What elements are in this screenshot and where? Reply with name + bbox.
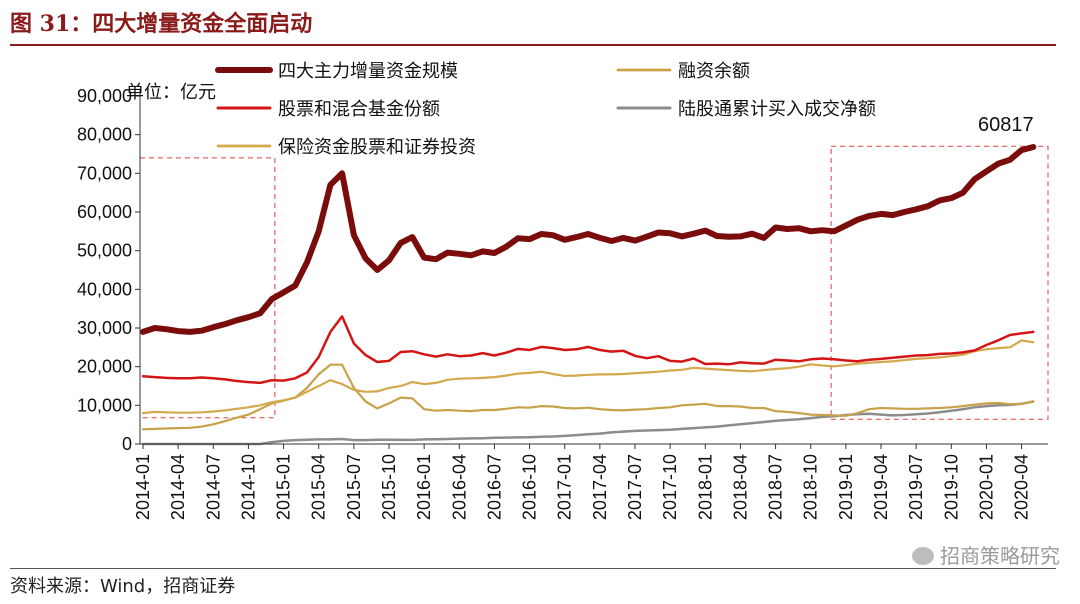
x-tick-label: 2020-04 [1012,454,1032,520]
series-line-northbound [141,400,1035,446]
legend-label-insurance: 保险资金股票和证券投资 [278,137,476,158]
x-tick-label: 2015-04 [309,454,329,520]
y-tick-label: 10,000 [77,395,132,415]
series-lines [140,144,1037,446]
x-tick-label: 2018-07 [766,454,786,520]
series-line-fund [141,315,1035,385]
legend-label-total: 四大主力增量资金规模 [278,61,458,82]
x-tick-label: 2016-10 [520,454,540,520]
y-tick-label: 80,000 [77,125,132,145]
x-tick-label: 2014-04 [168,454,188,520]
x-tick-label: 2014-10 [238,454,258,520]
unit-label: 单位：亿元 [126,82,216,103]
series-line-insurance [141,339,1035,415]
x-tick-label: 2014-01 [133,454,153,520]
x-tick-label: 2018-01 [695,454,715,520]
figure-title: 图 31：四大增量资金全面启动 [10,11,313,37]
x-tick-label: 2017-01 [555,454,575,520]
x-tick-label: 2019-04 [871,454,891,520]
wechat-icon [912,547,934,565]
x-tick-label: 2019-10 [941,454,961,520]
x-tick-label: 2018-10 [801,454,821,520]
x-tick-label: 2019-01 [836,454,856,520]
footer-rule [10,568,1056,569]
x-tick-label: 2017-10 [660,454,680,520]
y-tick-label: 50,000 [77,241,132,261]
x-tick-label: 2014-07 [203,454,223,520]
x-tick-label: 2016-07 [484,454,504,520]
watermark: 招商策略研究 [912,540,1060,569]
x-tick-label: 2016-01 [414,454,434,520]
x-tick-label: 2015-07 [344,454,364,520]
legend-label-fund: 股票和混合基金份额 [278,99,440,120]
title-underline [10,44,1056,46]
y-tick-label: 30,000 [77,318,132,338]
source-note: 资料来源：Wind，招商证券 [10,576,236,597]
highlight-boxes [139,145,1049,420]
y-axis: 0 10,000 20,000 30,000 40,000 50,000 60,000 70,… [77,86,141,454]
end-value-annotation: 60817 [978,114,1034,136]
y-tick-label: 40,000 [77,279,132,299]
y-tick-label: 70,000 [77,163,132,183]
x-tick-label: 2020-01 [976,454,996,520]
y-tick-label: 60,000 [77,202,132,222]
x-tick-label: 2017-07 [625,454,645,520]
highlight-box [830,145,1049,420]
x-tick-label: 2017-04 [590,454,610,520]
legend-label-margin: 融资余额 [678,61,750,82]
y-tick-label: 0 [122,434,132,454]
x-axis: 2014-01 2014-04 2014-07 2014-10 2015-01 2015-… [133,443,1048,520]
legend-label-northbound: 陆股通累计买入成交净额 [678,99,876,120]
x-tick-label: 2015-01 [274,454,294,520]
x-tick-label: 2015-10 [379,454,399,520]
x-tick-label: 2018-04 [730,454,750,520]
y-tick-label: 90,000 [77,86,132,106]
series-line-total [140,144,1037,335]
x-tick-label: 2016-04 [449,454,469,520]
y-tick-label: 20,000 [77,357,132,377]
watermark-text: 招商策略研究 [940,544,1060,568]
x-tick-label: 2019-07 [906,454,926,520]
